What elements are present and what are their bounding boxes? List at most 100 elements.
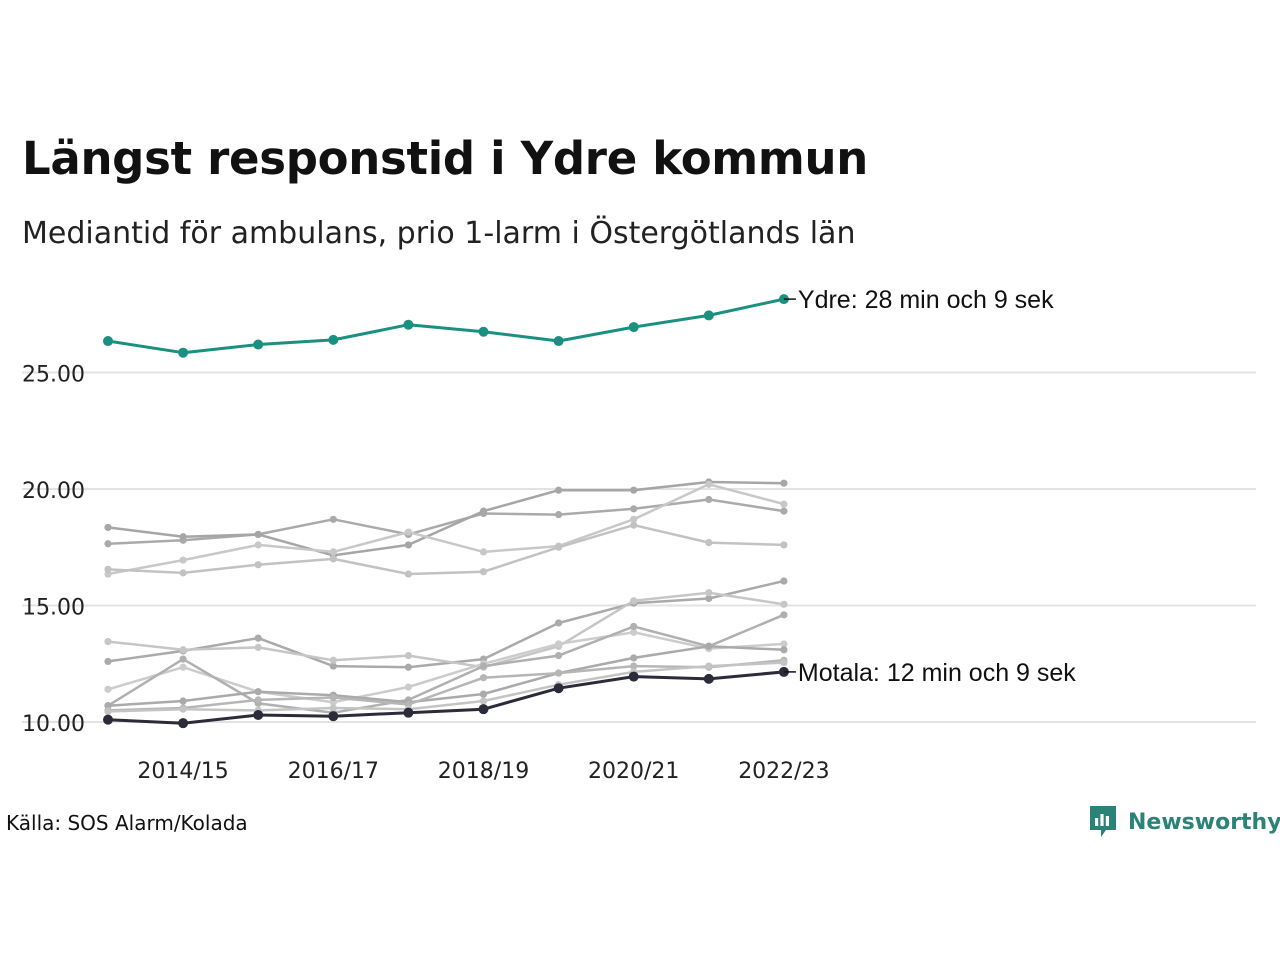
data-point (780, 611, 788, 619)
x-axis-tick-labels: 2014/15 2016/17 2018/19 2020/21 2022/23 (137, 759, 829, 784)
data-point (630, 515, 638, 523)
data-point (780, 577, 788, 585)
data-point (104, 657, 112, 666)
x-tick-label: 2022/23 (738, 759, 829, 784)
data-point (553, 683, 564, 694)
series-end-labels: Ydre: 28 min och 9 sek Motala: 12 min och… (783, 286, 1076, 687)
data-point (404, 570, 412, 578)
data-point (555, 486, 563, 494)
series-line (107, 591, 785, 669)
series-end-label-motala: Motala: 12 min och 9 sek (798, 659, 1076, 687)
data-point (103, 336, 113, 347)
data-point (555, 640, 563, 648)
series-ydre (103, 294, 789, 358)
data-point (630, 505, 638, 513)
series-other-1 (104, 478, 788, 560)
series-layer (103, 294, 789, 729)
data-point (404, 683, 412, 691)
series-line (107, 498, 785, 546)
data-point (630, 628, 638, 636)
data-point (404, 651, 412, 660)
data-point (179, 697, 187, 705)
x-tick-label: 2014/15 (137, 759, 228, 784)
data-point (254, 643, 262, 652)
series-line (107, 579, 785, 669)
data-point (479, 662, 488, 670)
data-point (555, 511, 563, 519)
data-point (705, 662, 713, 670)
data-point (179, 655, 187, 663)
series-line (107, 670, 785, 725)
x-tick-label: 2016/17 (288, 759, 379, 784)
data-point (705, 594, 713, 603)
data-point (404, 528, 412, 536)
series-line (107, 523, 784, 576)
y-tick-label: 20.00 (22, 479, 85, 504)
data-point (254, 541, 262, 549)
data-point (780, 500, 788, 508)
data-point (329, 555, 337, 563)
series-line (107, 631, 784, 704)
data-point (253, 339, 264, 350)
y-tick-label: 10.00 (22, 712, 85, 737)
data-point (630, 662, 638, 670)
data-point (555, 669, 563, 677)
data-point (403, 707, 414, 718)
data-point (328, 334, 339, 345)
data-point (479, 507, 488, 515)
data-point (179, 663, 187, 671)
y-tick-label: 25.00 (22, 363, 85, 388)
x-tick-label: 2018/19 (438, 759, 529, 784)
chart-subtitle: Mediantid för ambulans, prio 1-larm i Ös… (22, 216, 856, 251)
data-point (780, 658, 788, 667)
data-point (103, 714, 113, 725)
data-point (104, 540, 112, 548)
data-point (553, 336, 564, 347)
data-point (780, 640, 788, 648)
series-line (107, 297, 785, 355)
data-point (780, 646, 788, 654)
data-point (630, 597, 638, 605)
newsworthy-brand[interactable]: Newsworthy (1088, 804, 1280, 840)
data-point (329, 704, 337, 712)
data-point (329, 693, 337, 702)
data-point (630, 486, 638, 494)
data-point (104, 685, 112, 693)
data-point (254, 530, 262, 539)
series-other-10 (104, 658, 788, 716)
data-point (404, 541, 412, 549)
series-line (107, 480, 784, 557)
data-point (404, 663, 412, 671)
data-point (705, 480, 713, 488)
data-point (254, 634, 262, 642)
data-point (104, 707, 112, 716)
data-point (705, 642, 713, 650)
data-point (630, 622, 638, 631)
series-line (107, 661, 784, 713)
data-point (403, 319, 414, 330)
data-point (479, 690, 488, 698)
data-point (179, 533, 187, 541)
series-line (107, 645, 784, 707)
data-point (179, 556, 187, 564)
data-point (479, 697, 488, 705)
data-point (555, 619, 563, 627)
newsworthy-logo-icon (1090, 806, 1116, 837)
data-point (780, 600, 788, 608)
data-point (780, 541, 788, 549)
data-point (329, 656, 337, 664)
data-point (328, 711, 339, 722)
data-point (179, 569, 187, 577)
data-point (705, 538, 713, 547)
series-other-5 (104, 589, 788, 671)
data-point (179, 705, 187, 713)
data-point (254, 696, 262, 704)
data-point (329, 515, 337, 523)
series-motala (103, 666, 789, 729)
series-line (107, 659, 785, 712)
data-point (705, 495, 713, 504)
brand-name: Newsworthy (1128, 809, 1280, 835)
data-point (253, 710, 264, 721)
data-point (555, 543, 563, 551)
